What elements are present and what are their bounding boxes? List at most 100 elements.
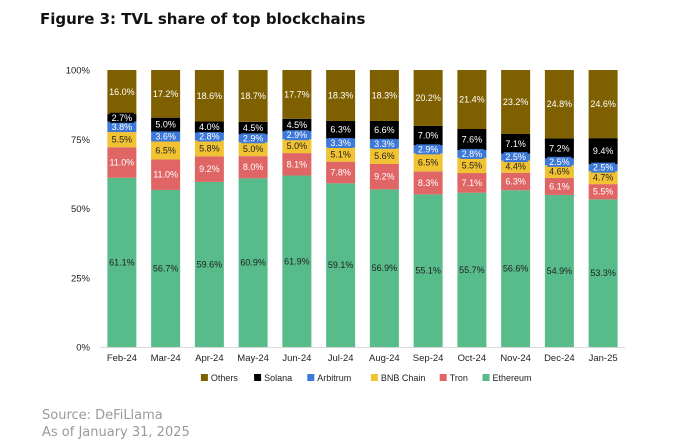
- data-label-bg: [284, 130, 309, 141]
- data-label-bg: [416, 130, 441, 141]
- data-label-ethereum: 56.6%: [503, 264, 529, 274]
- data-label-bnb-chain: 5.0%: [287, 141, 308, 151]
- data-label-arbitrum: 2.9%: [418, 144, 439, 154]
- y-tick-label: 50%: [71, 204, 91, 215]
- data-label-solana: 7.0%: [418, 131, 439, 141]
- legend-swatch-bnb-chain: [370, 374, 378, 381]
- data-label-solana: 7.2%: [549, 143, 570, 153]
- data-label-bg: [153, 145, 178, 156]
- data-label-others: 24.6%: [590, 99, 616, 109]
- data-label-solana: 7.6%: [462, 135, 483, 145]
- data-label-bg: [547, 99, 572, 110]
- data-label-bg: [372, 90, 397, 101]
- data-label-tron: 8.3%: [418, 178, 439, 188]
- data-label-arbitrum: 2.5%: [549, 157, 570, 167]
- data-label-bg: [284, 119, 309, 130]
- data-label-bnb-chain: 5.8%: [199, 143, 220, 153]
- x-tick-label: Aug-24: [369, 353, 400, 364]
- data-label-bnb-chain: 4.4%: [505, 162, 526, 172]
- data-label-bg: [591, 146, 616, 157]
- data-label-bg: [284, 141, 309, 152]
- x-tick-label: Nov-24: [500, 353, 531, 364]
- source-line: Source: DeFiLlama: [42, 408, 163, 423]
- data-label-bg: [241, 257, 266, 268]
- legend-swatch-tron: [439, 374, 447, 381]
- data-label-solana: 4.5%: [243, 123, 264, 133]
- data-label-bg: [416, 144, 441, 155]
- legend-label-arbitrum: Arbitrum: [317, 373, 351, 383]
- data-label-tron: 7.8%: [330, 167, 351, 177]
- data-label-bg: [459, 134, 484, 145]
- data-label-bg: [109, 134, 134, 145]
- data-label-bg: [503, 263, 528, 274]
- data-label-arbitrum: 2.9%: [287, 130, 308, 140]
- data-label-bg: [503, 96, 528, 107]
- data-label-bg: [459, 94, 484, 105]
- legend-label-solana: Solana: [264, 373, 292, 383]
- data-label-bg: [197, 143, 222, 154]
- data-label-arbitrum: 3.6%: [155, 131, 176, 141]
- data-label-tron: 5.5%: [593, 187, 614, 197]
- data-label-tron: 8.0%: [243, 162, 264, 172]
- data-label-tron: 7.1%: [462, 178, 483, 188]
- x-tick-label: Oct-24: [458, 353, 487, 364]
- as-of-line: As of January 31, 2025: [42, 425, 190, 440]
- data-label-bg: [459, 264, 484, 275]
- data-label-ethereum: 55.7%: [459, 265, 485, 275]
- data-label-bg: [109, 157, 134, 168]
- data-label-bg: [372, 171, 397, 182]
- data-label-bg: [591, 268, 616, 279]
- data-label-others: 18.3%: [328, 90, 354, 100]
- legend-swatch-solana: [254, 374, 262, 381]
- legend-label-others: Others: [211, 373, 239, 383]
- x-tick-label: May-24: [237, 353, 269, 364]
- data-label-bg: [241, 133, 266, 144]
- data-label-bg: [284, 256, 309, 267]
- data-label-bg: [328, 137, 353, 148]
- data-label-arbitrum: 2.5%: [593, 163, 614, 173]
- data-label-bg: [241, 144, 266, 155]
- x-tick-label: Jul-24: [328, 353, 354, 364]
- data-label-bg: [372, 125, 397, 136]
- data-label-bg: [503, 152, 528, 163]
- data-label-ethereum: 54.9%: [547, 266, 573, 276]
- data-label-bnb-chain: 5.5%: [462, 160, 483, 170]
- data-label-bg: [241, 90, 266, 101]
- figure-title: Figure 3: TVL share of top blockchains: [40, 10, 366, 28]
- data-label-bg: [328, 260, 353, 271]
- data-label-bg: [547, 265, 572, 276]
- data-label-arbitrum: 3.3%: [374, 139, 395, 149]
- data-label-bg: [153, 88, 178, 99]
- data-label-bnb-chain: 4.7%: [593, 173, 614, 183]
- data-label-bg: [503, 138, 528, 149]
- x-tick-label: Sep-24: [413, 353, 444, 364]
- stacked-bar-chart: 0% 25% 50% 75% 100% Feb-24 Mar-24 Apr-24 May-24 J…: [66, 66, 625, 383]
- data-label-bg: [591, 172, 616, 183]
- data-label-arbitrum: 2.9%: [243, 133, 264, 143]
- data-label-others: 18.7%: [240, 91, 266, 101]
- data-label-bg: [109, 257, 134, 268]
- data-label-bg: [109, 112, 134, 123]
- data-label-others: 17.7%: [284, 89, 310, 99]
- data-label-tron: 11.0%: [153, 170, 178, 180]
- data-label-bg: [197, 164, 222, 175]
- data-label-arbitrum: 3.8%: [112, 122, 133, 132]
- data-label-solana: 4.5%: [287, 120, 308, 130]
- x-tick-label: Jan-25: [589, 353, 618, 364]
- data-label-bg: [547, 166, 572, 177]
- data-label-solana: 4.0%: [199, 122, 220, 132]
- data-label-bg: [328, 124, 353, 135]
- data-label-bg: [284, 159, 309, 170]
- legend-swatch-ethereum: [482, 374, 490, 381]
- data-label-ethereum: 60.9%: [240, 258, 266, 268]
- data-label-bg: [109, 121, 134, 132]
- data-label-bg: [153, 169, 178, 180]
- data-label-bg: [416, 265, 441, 276]
- data-label-solana: 7.1%: [505, 139, 526, 149]
- data-label-bg: [328, 90, 353, 101]
- data-label-arbitrum: 2.8%: [199, 131, 220, 141]
- labels-layer: 61.1% 11.0% 5.5% 3.8%2.7% 16.0% 56.7% 11.0% 6.5…: [109, 87, 616, 279]
- data-label-others: 24.8%: [547, 99, 573, 109]
- x-tick-label: Dec-24: [544, 353, 575, 364]
- legend-label-ethereum: Ethereum: [493, 373, 532, 383]
